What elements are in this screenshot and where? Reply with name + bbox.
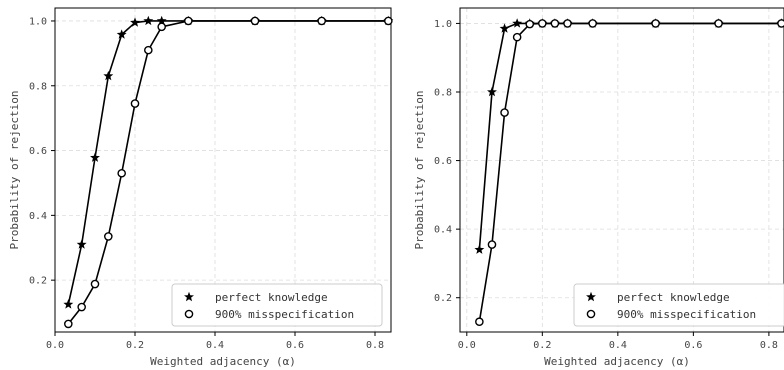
star-data-point <box>130 17 140 27</box>
circle-data-point <box>144 45 153 55</box>
circle-data-point <box>317 16 326 26</box>
star-data-point <box>143 15 154 26</box>
circle-data-point <box>384 16 393 26</box>
legend-box <box>171 283 383 327</box>
series-perfect-knowledge <box>474 18 784 254</box>
plot-area-frame <box>459 7 784 333</box>
circle-data-point <box>117 168 126 178</box>
series-misspecification <box>475 19 784 327</box>
legend: perfect knowledge 900% misspecification <box>171 283 383 327</box>
y-tick-label: 0.8 <box>29 81 47 92</box>
legend-box <box>573 283 784 327</box>
circle-data-point <box>475 317 484 327</box>
series-line <box>67 20 389 305</box>
y-tick-label: 0.6 <box>29 146 47 157</box>
y-tick-label: 0.2 <box>29 276 47 287</box>
x-tick-label: 0.8 <box>366 340 384 351</box>
star-data-point <box>76 239 87 249</box>
x-axis-label: Weighted adjacency (α) <box>544 355 690 368</box>
x-axis-label: Weighted adjacency (α) <box>150 355 296 368</box>
x-tick-label: 0.0 <box>46 340 64 351</box>
star-data-point <box>156 15 167 26</box>
star-data-point <box>90 152 100 162</box>
star-data-point <box>487 86 497 97</box>
series-misspecification <box>64 16 393 329</box>
y-tick-label: 0.4 <box>434 225 452 236</box>
star-data-point <box>103 70 114 81</box>
series-perfect-knowledge <box>63 15 394 309</box>
star-data-point <box>474 244 485 254</box>
x-tick-label: 0.4 <box>206 340 224 351</box>
legend-label: perfect knowledge <box>617 291 730 304</box>
chart-panel-1: 0.0 0.2 0.4 0.6 0.8 0.2 0.4 0.6 0.8 1.0 Weighted a… <box>8 7 394 368</box>
y-tick-label: 0.8 <box>434 88 452 99</box>
circle-data-point <box>588 19 597 28</box>
x-tick-label: 0.8 <box>760 340 778 351</box>
x-tick-label: 0.2 <box>533 340 551 351</box>
star-data-point <box>116 29 127 39</box>
legend-label: 900% misspecification <box>215 308 354 321</box>
circle-data-point <box>130 99 140 108</box>
circle-data-point <box>487 240 497 249</box>
circle-data-point <box>550 19 560 28</box>
circle-data-point <box>250 16 260 26</box>
legend-circle-marker <box>184 309 194 319</box>
x-tick-label: 0.4 <box>609 340 627 351</box>
circle-data-point <box>157 22 166 32</box>
chart-panel-2: 0.0 0.2 0.4 0.6 0.8 0.2 0.4 0.6 0.8 1.0 Weighted a… <box>413 7 784 368</box>
circle-data-point <box>777 19 784 28</box>
y-tick-label: 0.6 <box>434 156 452 167</box>
legend-star-marker <box>184 291 194 302</box>
series-line <box>67 20 389 325</box>
legend-star-marker <box>586 291 596 302</box>
y-tick-label: 0.4 <box>29 211 47 222</box>
y-tick-label: 1.0 <box>434 19 452 30</box>
star-data-point <box>63 299 74 309</box>
x-tick-label: 0.6 <box>286 340 304 351</box>
circle-data-point <box>512 32 522 42</box>
circle-data-point <box>714 19 723 28</box>
plot-area-frame <box>54 7 392 333</box>
series-line <box>478 22 782 322</box>
star-data-point <box>499 23 510 33</box>
circle-data-point <box>77 302 86 312</box>
x-tick-label: 0.2 <box>126 340 144 351</box>
circle-data-point <box>538 19 547 28</box>
legend-circle-marker <box>586 309 596 319</box>
legend-label: 900% misspecification <box>617 308 756 321</box>
circle-data-point <box>563 19 572 28</box>
y-tick-label: 1.0 <box>29 16 47 27</box>
circle-data-point <box>64 319 73 329</box>
y-axis-label: Probability of rejection <box>413 91 426 250</box>
y-axis-label: Probability of rejection <box>8 91 21 250</box>
circle-data-point <box>651 19 660 28</box>
x-tick-label: 0.0 <box>458 340 476 351</box>
legend: perfect knowledge 900% misspecification <box>573 283 784 327</box>
circle-data-point <box>90 279 100 289</box>
circle-data-point <box>525 19 535 29</box>
x-tick-label: 0.6 <box>684 340 702 351</box>
circle-data-point <box>184 16 193 26</box>
series-line <box>478 22 782 250</box>
circle-data-point <box>104 232 113 241</box>
circle-data-point <box>500 108 509 117</box>
y-tick-label: 0.2 <box>434 293 452 304</box>
star-data-point <box>512 18 523 28</box>
legend-label: perfect knowledge <box>215 291 328 304</box>
